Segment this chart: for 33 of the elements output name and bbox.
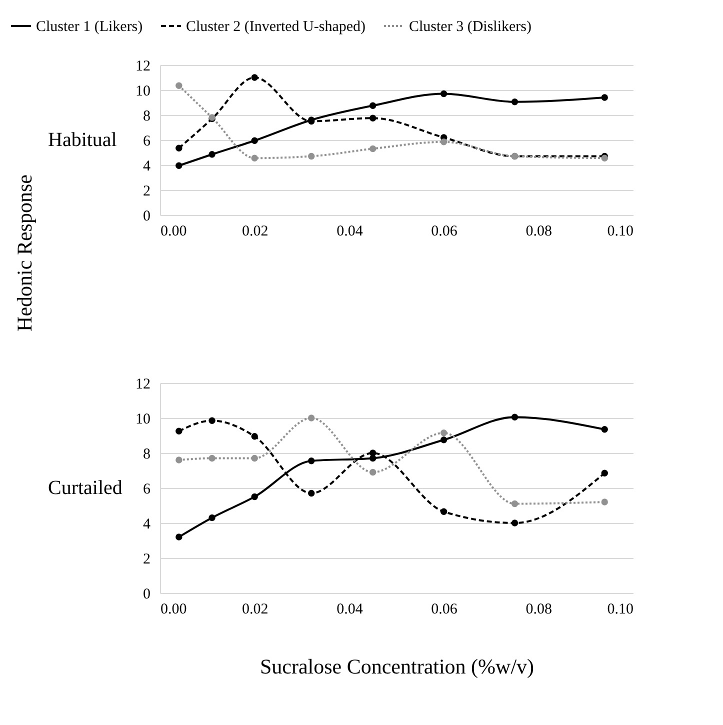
y-tick-label: 4 [143, 516, 151, 532]
x-tick-label: 0.02 [242, 602, 268, 618]
x-tick-label: 0.06 [431, 224, 458, 240]
x-tick-label: 0.00 [160, 602, 187, 618]
x-tick-label: 0.04 [336, 224, 364, 240]
x-axis-title: Sucralose Concentration (%w/v) [260, 654, 534, 678]
legend-label: Cluster 3 (Dislikers) [409, 19, 532, 35]
x-tick-label: 0.08 [526, 602, 552, 618]
y-tick-label: 0 [143, 586, 150, 602]
x-tick-label: 0.10 [607, 224, 634, 240]
y-tick-label: 6 [143, 134, 151, 150]
y-tick-label: 12 [136, 376, 150, 392]
text: Habitual [48, 129, 118, 151]
y-tick-label: 2 [143, 552, 150, 568]
y-tick-label: 0 [143, 208, 150, 224]
y-tick-label: 4 [143, 158, 151, 174]
y-tick-label: 8 [143, 446, 150, 462]
text: Curtailed [48, 477, 122, 499]
x-tick-label: 0.00 [160, 224, 187, 240]
y-tick-label: 2 [143, 184, 150, 200]
y-tick-label: 8 [143, 108, 150, 124]
x-tick-label: 0.02 [242, 224, 268, 240]
y-axis-title: Hedonic Response [12, 174, 36, 332]
x-tick-label: 0.08 [526, 224, 552, 240]
y-tick-label: 10 [136, 412, 150, 428]
x-tick-label: 0.06 [431, 602, 458, 618]
x-tick-label: 0.04 [336, 602, 364, 618]
legend-label: Cluster 2 (Inverted U-shaped) [186, 19, 366, 35]
legend-label: Cluster 1 (Likers) [36, 19, 143, 35]
y-tick-label: 10 [136, 84, 150, 100]
y-tick-label: 12 [136, 58, 150, 74]
y-tick-label: 6 [143, 482, 151, 498]
x-tick-label: 0.10 [607, 602, 634, 618]
